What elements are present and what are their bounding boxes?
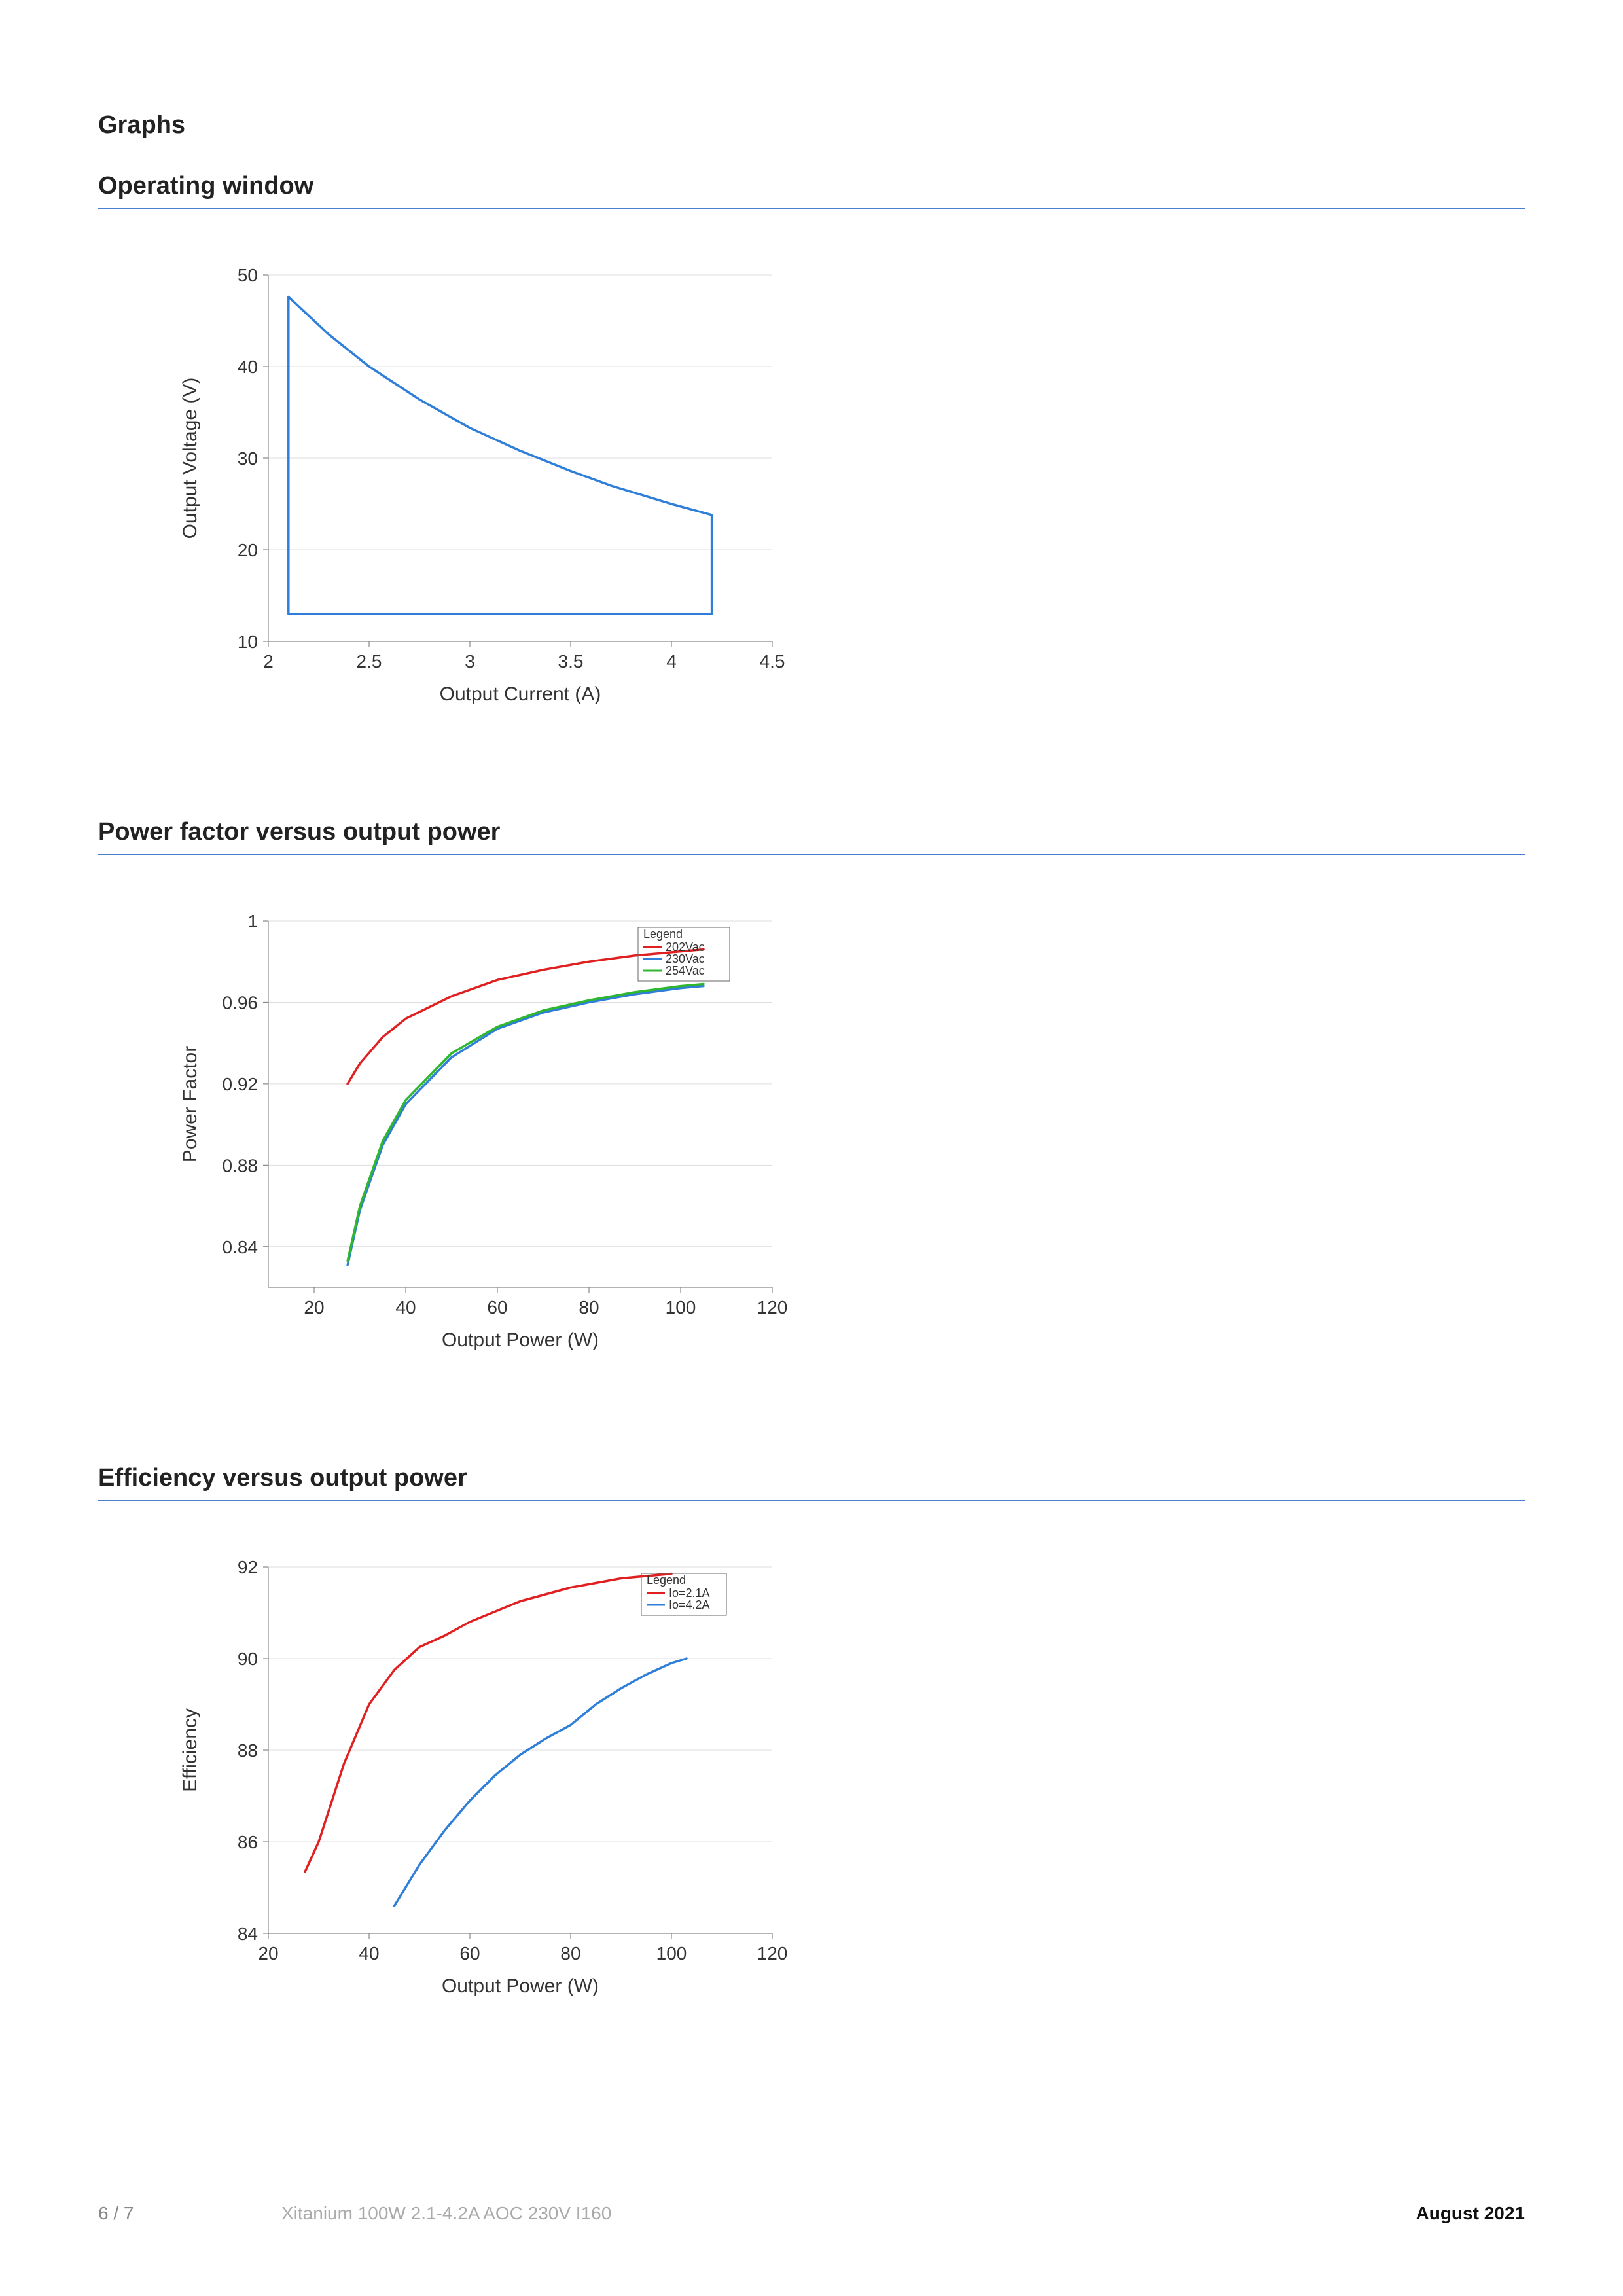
- svg-text:20: 20: [304, 1297, 324, 1318]
- svg-text:88: 88: [238, 1740, 258, 1761]
- svg-text:40: 40: [395, 1297, 416, 1318]
- svg-text:0.96: 0.96: [223, 992, 259, 1013]
- svg-text:3: 3: [465, 651, 475, 672]
- section-power-factor: Power factor versus output power 20 40 60 8…: [98, 818, 1525, 1366]
- svg-text:3.5: 3.5: [558, 651, 584, 672]
- svg-text:0.88: 0.88: [223, 1155, 259, 1175]
- section-title-3: Efficiency versus output power: [98, 1464, 1525, 1501]
- footer-date: August 2021: [1329, 2203, 1525, 2224]
- svg-text:40: 40: [238, 357, 258, 377]
- footer-product-name: Xitanium 100W 2.1-4.2A AOC 230V I160: [281, 2203, 1329, 2224]
- svg-text:80: 80: [560, 1943, 580, 1964]
- svg-text:Efficiency: Efficiency: [179, 1708, 201, 1792]
- series-operating-window: [289, 297, 712, 614]
- page-title: Graphs: [98, 111, 1525, 139]
- page-footer: 6 / 7 Xitanium 100W 2.1-4.2A AOC 230V I1…: [98, 2203, 1525, 2224]
- legend-title: Legend: [643, 927, 683, 941]
- svg-text:100: 100: [656, 1943, 687, 1964]
- svg-text:2: 2: [263, 651, 274, 672]
- section-title-1: Operating window: [98, 172, 1525, 209]
- svg-text:1: 1: [247, 911, 258, 931]
- svg-text:2.5: 2.5: [357, 651, 382, 672]
- svg-text:4: 4: [666, 651, 677, 672]
- svg-text:Output Current (A): Output Current (A): [440, 683, 601, 705]
- svg-text:Output Power (W): Output Power (W): [442, 1975, 599, 1997]
- footer-page-number: 6 / 7: [98, 2203, 281, 2224]
- series-Io=2.1A: [305, 1574, 671, 1872]
- section-efficiency: Efficiency versus output power 20 40 60 80 1…: [98, 1464, 1525, 2012]
- svg-text:Power Factor: Power Factor: [179, 1046, 201, 1162]
- legend-title: Legend: [647, 1573, 686, 1587]
- svg-text:20: 20: [238, 540, 258, 560]
- legend-label: 254Vac: [666, 964, 705, 977]
- chart-operating-window: 2 2.5 3 3.5 4 4.5 10 20 30 40 50 Output Current (A)…: [157, 249, 844, 720]
- series-Io=4.2A: [395, 1659, 687, 1906]
- svg-text:0.84: 0.84: [223, 1237, 259, 1257]
- legend-label: 230Vac: [666, 952, 705, 965]
- svg-text:30: 30: [238, 448, 258, 469]
- section-title-2: Power factor versus output power: [98, 818, 1525, 855]
- svg-text:90: 90: [238, 1649, 258, 1669]
- svg-text:86: 86: [238, 1832, 258, 1852]
- svg-text:Output Power (W): Output Power (W): [442, 1329, 599, 1351]
- svg-text:0.92: 0.92: [223, 1074, 259, 1094]
- section-operating-window: Operating window 2 2.5 3 3.5 4 4.5 10 20 30 40 50 O…: [98, 172, 1525, 720]
- svg-text:120: 120: [757, 1297, 788, 1318]
- svg-text:50: 50: [238, 265, 258, 285]
- legend-label: Io=2.1A: [669, 1587, 710, 1600]
- svg-text:60: 60: [459, 1943, 480, 1964]
- legend-label: 202Vac: [666, 941, 705, 954]
- svg-text:100: 100: [666, 1297, 696, 1318]
- chart-efficiency: 20 40 60 80 100 120 84 86 88 90 92 Output Power (W)…: [157, 1541, 844, 2012]
- svg-text:20: 20: [258, 1943, 278, 1964]
- svg-text:4.5: 4.5: [760, 651, 785, 672]
- series-230Vac: [348, 986, 704, 1265]
- svg-text:120: 120: [757, 1943, 788, 1964]
- chart-power-factor: 20 40 60 80 100 120 0.84 0.88 0.92 0.96 1 Output Po…: [157, 895, 844, 1366]
- svg-text:Output Voltage (V): Output Voltage (V): [179, 378, 201, 539]
- svg-text:40: 40: [359, 1943, 379, 1964]
- svg-text:60: 60: [487, 1297, 507, 1318]
- svg-text:80: 80: [579, 1297, 599, 1318]
- svg-text:84: 84: [238, 1924, 258, 1944]
- legend-label: Io=4.2A: [669, 1598, 710, 1611]
- svg-text:92: 92: [238, 1557, 258, 1577]
- svg-text:10: 10: [238, 632, 258, 652]
- series-254Vac: [348, 984, 704, 1261]
